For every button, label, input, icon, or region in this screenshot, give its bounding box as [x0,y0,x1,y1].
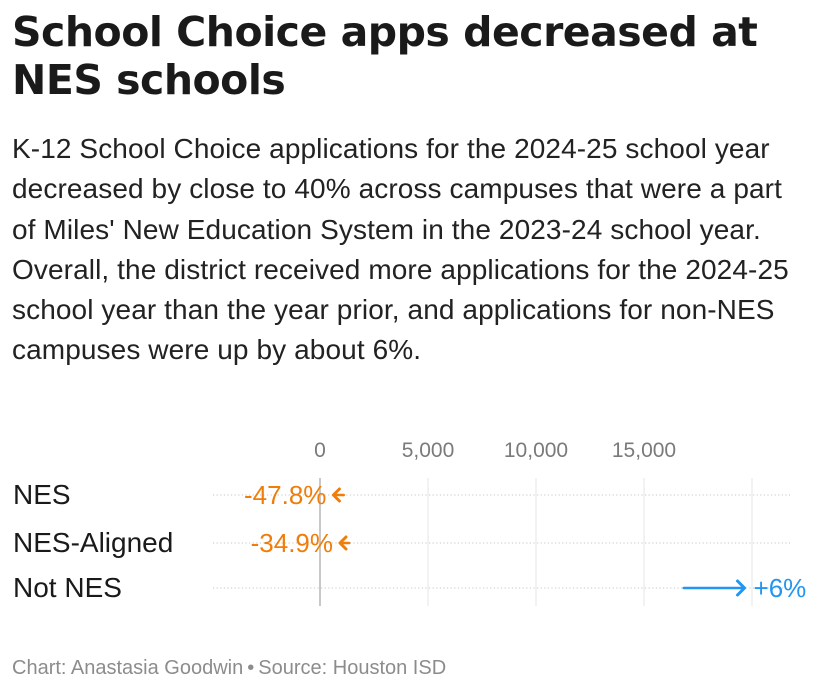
chart-title: School Choice apps decreased at NES scho… [12,8,758,104]
chart-footer: Chart: Anastasia Goodwin • Source: Houston… [12,657,446,680]
footer-separator: • [247,657,255,679]
x-tick-label-3: 15,000 [612,439,676,462]
category-label-0: NES [13,479,71,510]
category-label-2: Not NES [13,572,122,603]
change-arrow-head-1 [338,535,348,551]
change-label-0: -47.8% [244,480,326,510]
x-tick-label-0: 0 [314,439,326,462]
change-arrow-head-2 [736,579,747,597]
arrow-chart: 0 5,000 10,000 15,000 NES NES-Aligned Not NES -… [13,439,807,606]
category-label-1: NES-Aligned [13,527,173,558]
change-label-2: +6% [754,573,807,603]
change-arrow-head-0 [331,487,341,503]
change-label-1: -34.9% [251,528,333,558]
x-tick-label-2: 10,000 [504,439,568,462]
x-tick-label-1: 5,000 [402,439,455,462]
source-text: Source: Houston ISD [258,657,447,679]
chart-subtitle: K-12 School Choice applications for the … [12,133,789,366]
credit-text: Chart: Anastasia Goodwin [12,657,244,679]
